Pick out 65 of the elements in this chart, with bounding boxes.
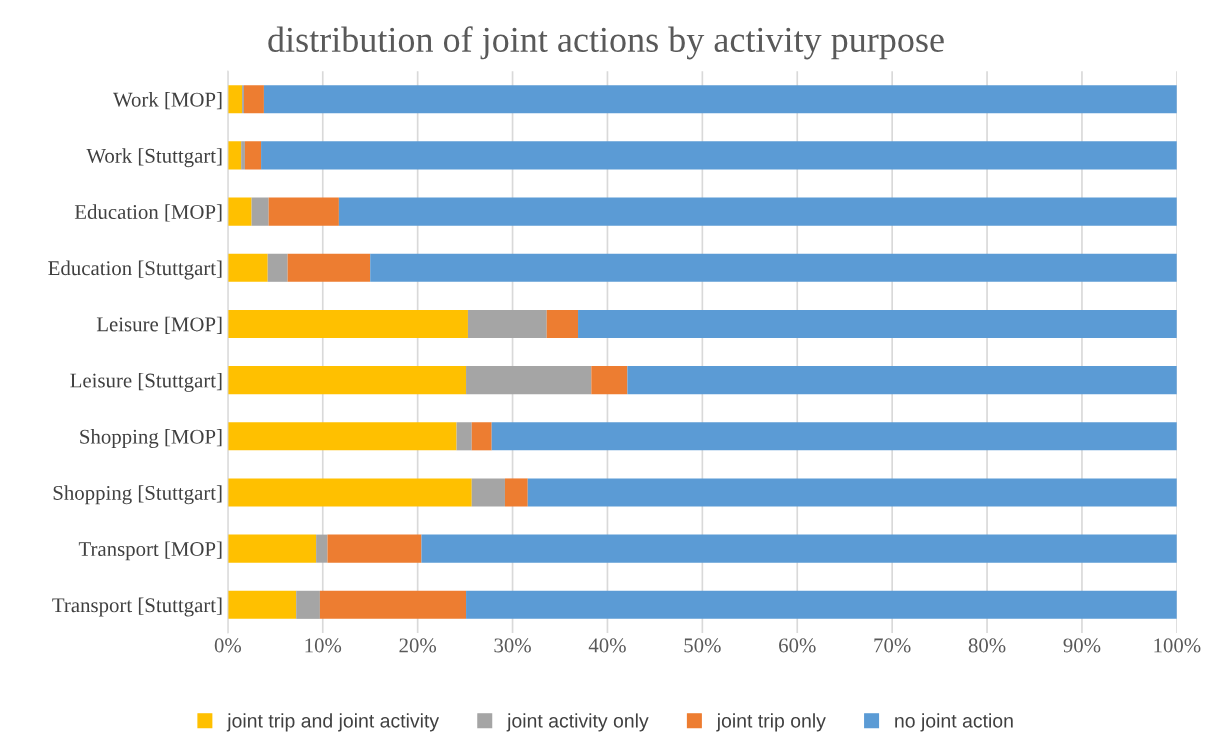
bar — [263, 85, 1177, 114]
bar — [327, 534, 422, 563]
bar — [466, 590, 1177, 619]
x-tick-label: 40% — [588, 638, 626, 653]
bar — [244, 141, 262, 170]
y-tick-label: Shopping [Stuttgart] — [53, 485, 222, 505]
bar — [578, 309, 1177, 338]
legend-label: joint activity only — [506, 713, 649, 732]
x-tick-label: 70% — [874, 638, 911, 653]
bar — [471, 422, 492, 451]
bar — [627, 366, 1177, 395]
y-tick-label: Leisure [MOP] — [96, 316, 222, 334]
bar — [316, 534, 328, 563]
bar — [287, 253, 371, 282]
legend-label: joint trip and joint activity — [226, 713, 440, 732]
x-tick-label: 60% — [779, 638, 816, 653]
bar — [227, 422, 457, 451]
bar — [261, 141, 1177, 170]
bar — [227, 534, 317, 563]
bar — [227, 478, 472, 507]
bar — [319, 590, 467, 619]
bar — [227, 309, 468, 338]
bar — [296, 590, 320, 619]
y-tick-label: Education [MOP] — [74, 204, 222, 222]
x-tick-label: 80% — [968, 638, 1006, 653]
bar — [227, 366, 467, 395]
legend-label: joint trip only — [716, 713, 826, 732]
bar — [268, 197, 339, 226]
y-tick-label: Education [Stuttgart] — [48, 260, 222, 280]
x-tick-label: 90% — [1063, 638, 1101, 653]
y-tick-label: Leisure [Stuttgart] — [70, 372, 222, 392]
bar — [243, 85, 264, 114]
bar — [227, 590, 297, 619]
y-tick-label: Work [MOP] — [113, 92, 222, 110]
bar — [227, 197, 252, 226]
x-tick-label: 0% — [214, 638, 242, 653]
bar — [267, 253, 288, 282]
bar — [546, 309, 579, 338]
bar — [471, 478, 505, 507]
x-tick-label: 100% — [1154, 638, 1201, 653]
bar — [227, 85, 243, 114]
bar — [456, 422, 472, 451]
y-tick-label: Shopping [MOP] — [80, 429, 222, 449]
y-tick-label: Transport [Stuttgart] — [52, 597, 222, 617]
bar — [466, 366, 592, 395]
bar — [527, 478, 1177, 507]
bar — [338, 197, 1177, 226]
x-tick-label: 50% — [684, 638, 721, 653]
bar — [241, 141, 245, 170]
y-tick-label: Work [Stuttgart] — [86, 148, 222, 168]
bar — [227, 253, 268, 282]
chart-title: distribution of joint actions by activity purpose — [268, 26, 944, 60]
x-tick-label: 30% — [494, 638, 531, 653]
bar — [467, 309, 547, 338]
bar — [504, 478, 528, 507]
y-tick-label: Transport [MOP] — [78, 541, 222, 561]
bar — [370, 253, 1177, 282]
bar — [491, 422, 1177, 451]
x-tick-label: 20% — [399, 638, 437, 653]
legend-label: no joint action — [895, 713, 1013, 732]
bar — [591, 366, 628, 395]
x-tick-label: 10% — [305, 638, 342, 653]
bar — [421, 534, 1177, 563]
bar — [227, 141, 242, 170]
bar — [251, 197, 269, 226]
